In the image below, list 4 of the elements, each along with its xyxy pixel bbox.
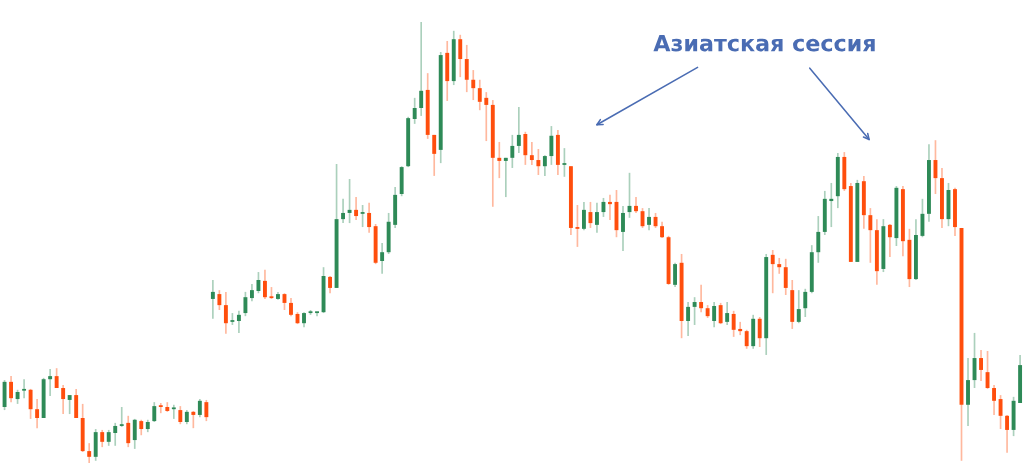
candlestick	[158, 402, 163, 415]
candlestick	[171, 403, 176, 420]
candlestick	[777, 257, 782, 275]
annotation: Азиатская сессия	[653, 34, 875, 52]
